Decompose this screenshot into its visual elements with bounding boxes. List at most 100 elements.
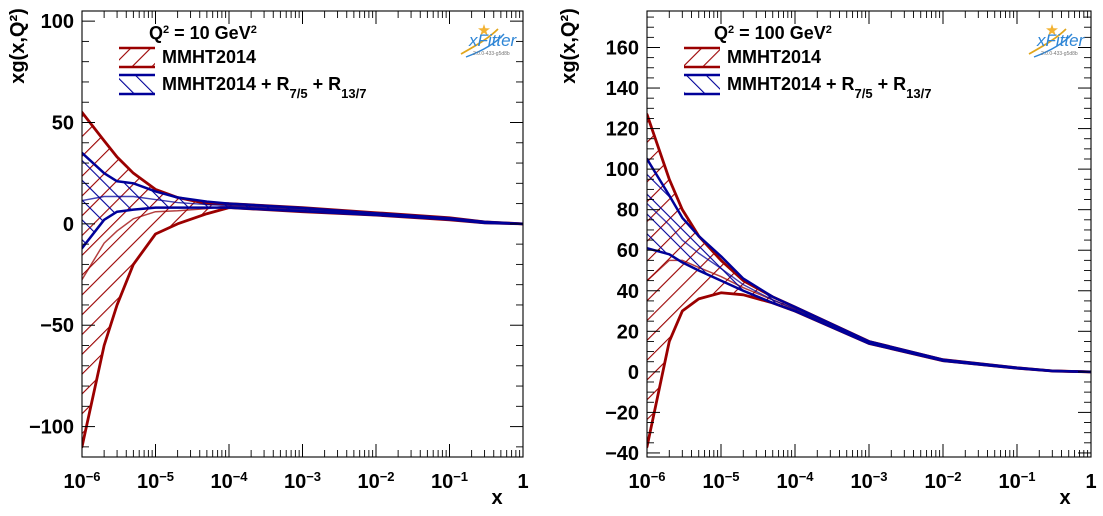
x-tick-label-base: 10 <box>850 471 872 493</box>
x-tick-label: 10−4 <box>776 469 814 494</box>
pdf-bands <box>82 110 523 449</box>
legend-title-unit-exponent: 2 <box>251 24 257 36</box>
x-tick-label-exponent: −5 <box>725 469 740 484</box>
legend-label-part: + R <box>873 74 907 94</box>
swoosh-icon <box>465 33 505 58</box>
legend-title-equation: = 10 GeV <box>169 23 251 43</box>
x-tick-label-base: 10 <box>431 471 453 493</box>
xfitter-version-text: 2.0.0-433-g5d8b <box>1041 51 1078 57</box>
x-tick-label-base: 1 <box>1085 471 1096 493</box>
x-tick-label-exponent: −1 <box>453 469 468 484</box>
x-tick-label-base: 10 <box>924 471 946 493</box>
x-tick-label-base: 10 <box>357 471 379 493</box>
y-tick-label: 20 <box>617 321 639 343</box>
legend-title-q-exponent: 2 <box>728 24 734 36</box>
y-tick-label: 50 <box>52 113 74 135</box>
legend-label-part: + R <box>308 74 342 94</box>
y-tick-label: 60 <box>617 240 639 262</box>
mmht2014-ratio-uncertainty-band <box>82 152 523 249</box>
x-tick-label-base: 10 <box>63 471 85 493</box>
legend-label-part: MMHT2014 + R <box>727 74 855 94</box>
y-tick-label: −20 <box>605 402 639 424</box>
legend-title-unit-exponent: 2 <box>826 24 832 36</box>
y-tick-label: 100 <box>41 11 74 33</box>
x-tick-label: 1 <box>517 471 528 493</box>
x-tick-label-exponent: −2 <box>947 469 962 484</box>
y-tick-label: −40 <box>605 443 639 465</box>
legend-label-part: MMHT2014 + R <box>162 74 290 94</box>
x-tick-label-exponent: −4 <box>233 469 249 484</box>
right-chart-panel: 160 140 120 100 80 60 40 20 0 −20 −40 10−6 10−5 10−4 1… <box>551 0 1103 516</box>
x-tick-label: 1 <box>1085 471 1096 493</box>
x-tick-label: 10−3 <box>284 469 321 494</box>
swoosh-icon <box>1033 33 1073 58</box>
legend-swatch-mmht2014 <box>119 48 155 67</box>
x-tick-label-exponent: −2 <box>380 469 395 484</box>
x-tick-label-base: 10 <box>776 471 798 493</box>
x-tick-label: 10−3 <box>850 469 887 494</box>
legend-swatch-mmht2014-r-ratios <box>684 75 720 94</box>
x-tick-label-exponent: −3 <box>306 469 321 484</box>
x-tick-label: 10−4 <box>210 469 248 494</box>
y-tick-label: 100 <box>606 159 639 181</box>
swoosh-icon <box>460 28 499 55</box>
axis-ticks <box>81 11 524 457</box>
x-tick-label-base: 10 <box>210 471 232 493</box>
y-tick-label: 0 <box>628 362 639 384</box>
x-tick-label: 10−5 <box>137 469 174 494</box>
xfitter-wordmark: xFitter <box>468 31 518 50</box>
legend-title-q-exponent: 2 <box>163 24 169 36</box>
xfitter-wordmark: xFitter <box>1036 31 1086 50</box>
plot-area <box>647 11 1091 457</box>
y-tick-label: −50 <box>40 315 74 337</box>
y-tick-label: −100 <box>29 417 74 439</box>
x-tick-label-exponent: −6 <box>651 469 666 484</box>
y-tick-label: 140 <box>606 78 639 100</box>
y-tick-label: 120 <box>606 119 639 141</box>
legend-title-q: Q <box>714 23 728 43</box>
legend-label-subscript: 7/5 <box>855 86 873 101</box>
x-tick-label: 10−2 <box>924 469 961 494</box>
y-axis-label-text: xg(x,Q²) <box>558 8 580 84</box>
y-tick-label: 80 <box>617 200 639 222</box>
legend-title: Q2 = 100 GeV2 <box>714 23 832 43</box>
x-tick-label: 10−2 <box>357 469 394 494</box>
x-tick-label-base: 1 <box>517 471 528 493</box>
legend: Q2 = 10 GeV2 MMHT2014 MMHT2014 + R7/5 + R1… <box>119 23 366 101</box>
x-tick-label-base: 10 <box>702 471 724 493</box>
legend-title: Q2 = 10 GeV2 <box>149 23 257 43</box>
x-tick-label: 10−1 <box>431 469 468 494</box>
y-axis-label-text: xg(x,Q²) <box>7 8 29 84</box>
y-tick-label: 40 <box>617 281 639 303</box>
legend-swatch-mmht2014-r-ratios <box>119 75 155 94</box>
xfitter-version-text: 2.0.0-433-g5d8b <box>473 51 510 57</box>
mmht2014-ratio-central-curve <box>82 195 523 225</box>
legend-label-subscript: 7/5 <box>290 86 308 101</box>
x-tick-label: 10−5 <box>702 469 739 494</box>
axis-ticks <box>646 11 1092 457</box>
x-tick-label: 10−1 <box>998 469 1035 494</box>
star-icon <box>478 24 490 36</box>
y-tick-label: 0 <box>63 214 74 236</box>
legend-title-equation: = 100 GeV <box>734 23 826 43</box>
swoosh-icon <box>1028 28 1067 55</box>
x-tick-label-exponent: −3 <box>873 469 888 484</box>
legend-swatch-mmht2014 <box>684 48 720 67</box>
mmht2014-ratio-central-curve <box>647 202 1091 373</box>
legend-label-0: MMHT2014 <box>162 47 256 67</box>
x-axis-label: x <box>491 487 502 509</box>
x-tick-label: 10−6 <box>63 469 100 494</box>
x-tick-label: 10−6 <box>628 469 665 494</box>
left-chart-panel: 100 50 0 −50 −100 10−6 10−5 10−4 10−3 10−2 10−1 1 x x… <box>0 0 551 516</box>
x-tick-label-exponent: −4 <box>799 469 815 484</box>
legend-label-1: MMHT2014 + R7/5 + R13/7 <box>162 74 366 101</box>
x-tick-label-exponent: −5 <box>159 469 174 484</box>
legend-label-subscript: 13/7 <box>341 86 366 101</box>
y-tick-label: 160 <box>606 37 639 59</box>
x-tick-label-base: 10 <box>998 471 1020 493</box>
